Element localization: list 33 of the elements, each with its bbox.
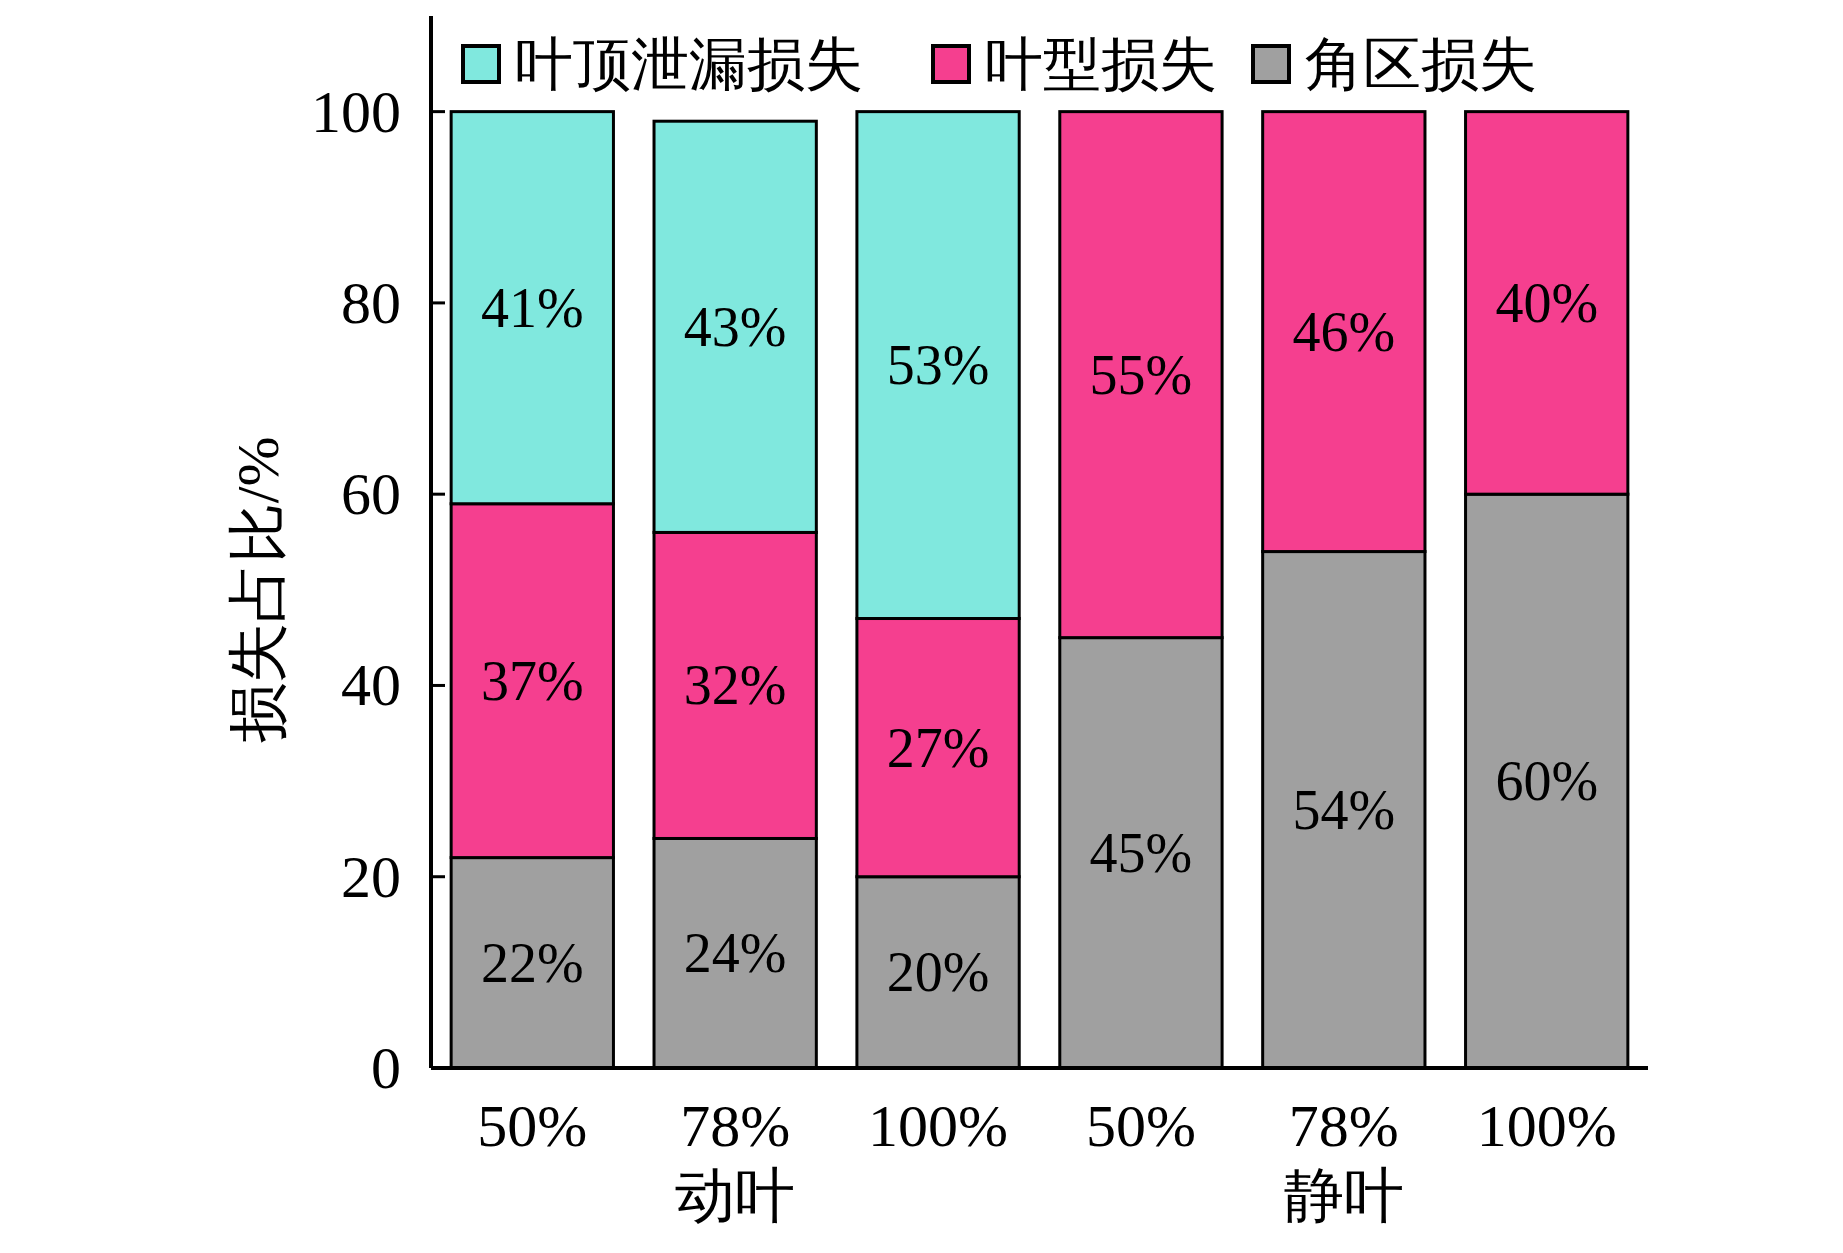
- data-label: 27%: [886, 716, 990, 779]
- data-label: 53%: [886, 334, 990, 397]
- data-label: 32%: [683, 654, 787, 717]
- x-tick-label: 100%: [868, 1093, 1009, 1159]
- y-tick-label: 60: [341, 461, 401, 528]
- data-label: 54%: [1292, 778, 1396, 841]
- x-tick-label: 78%: [1288, 1093, 1399, 1159]
- legend-label: 叶型损失: [985, 31, 1217, 97]
- legend-label: 角区损失: [1305, 31, 1537, 97]
- x-tick-label: 50%: [1085, 1093, 1196, 1159]
- data-label: 41%: [480, 276, 584, 339]
- data-label: 46%: [1292, 300, 1396, 363]
- x-tick-label: 78%: [680, 1093, 791, 1159]
- data-label: 40%: [1495, 271, 1599, 334]
- x-tick-label: 100%: [1476, 1093, 1617, 1159]
- y-tick-label: 100: [311, 78, 401, 145]
- data-label: 24%: [683, 922, 787, 985]
- x-tick-label: 50%: [477, 1093, 588, 1159]
- y-axis-title: 损失占比/%: [225, 436, 291, 744]
- text: 动叶: [675, 1163, 796, 1229]
- data-label: 37%: [480, 649, 584, 712]
- legend-label: 叶顶泄漏损失: [515, 31, 863, 97]
- data-label: 60%: [1495, 750, 1599, 813]
- text: 静叶: [1283, 1163, 1404, 1229]
- y-tick-label: 0: [371, 1035, 401, 1101]
- data-label: 55%: [1089, 343, 1193, 406]
- y-tick-label: 40: [341, 652, 401, 719]
- data-label: 22%: [480, 931, 584, 994]
- y-tick-label: 80: [341, 269, 401, 336]
- data-label: 20%: [886, 941, 990, 1004]
- data-label: 43%: [683, 295, 787, 358]
- y-tick-label: 20: [341, 843, 401, 910]
- data-label: 45%: [1089, 821, 1193, 884]
